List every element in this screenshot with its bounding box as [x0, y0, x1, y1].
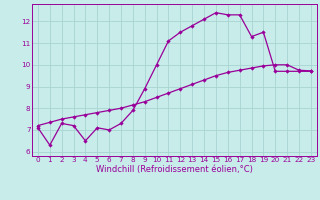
- X-axis label: Windchill (Refroidissement éolien,°C): Windchill (Refroidissement éolien,°C): [96, 165, 253, 174]
